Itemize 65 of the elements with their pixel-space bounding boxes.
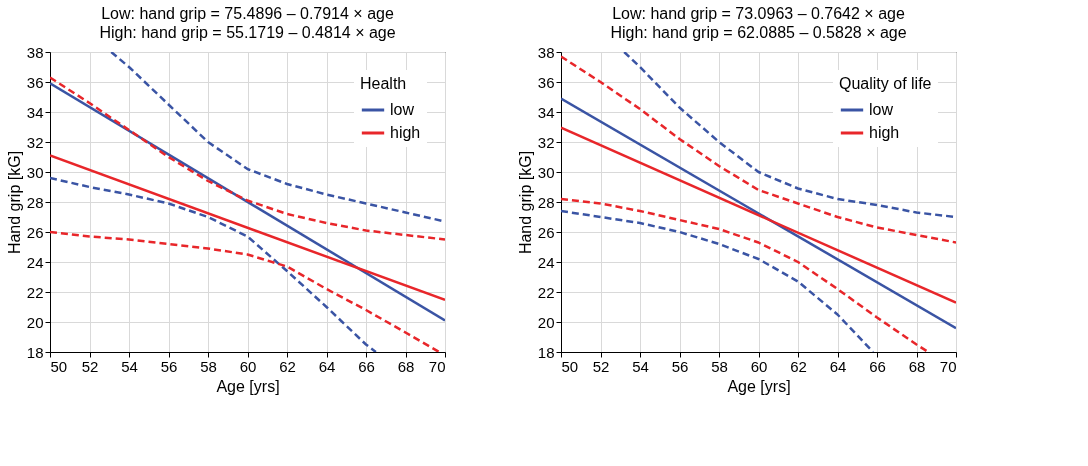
legend-label: low [390, 101, 415, 118]
x-tick-label: 54 [121, 357, 138, 375]
y-tick-label: 28 [537, 193, 555, 211]
y-tick-label: 26 [537, 223, 555, 241]
y-tick-label: 36 [537, 73, 555, 91]
legend-title: Health [360, 75, 407, 92]
legend-title: Quality of life [839, 75, 932, 92]
x-tick-label: 58 [711, 357, 728, 375]
y-tick-label: 22 [26, 283, 44, 301]
line-series [561, 209, 875, 352]
x-tick-label: 64 [318, 357, 336, 375]
x-tick-label: 66 [869, 357, 886, 375]
legend-label: high [390, 124, 421, 141]
x-tick-label: 70 [939, 357, 957, 375]
y-tick-label: 22 [537, 283, 555, 301]
y-axis-title: Hand grip [kG] [516, 150, 534, 255]
chart-subtitle: High: hand grip = 55.1719 – 0.4814 × age [99, 24, 396, 41]
x-axis-title: Age [yrs] [216, 377, 280, 395]
line-series [50, 176, 378, 352]
y-axis-title: Hand grip [kG] [5, 150, 23, 255]
y-tick-label: 26 [26, 223, 44, 241]
legend-label: high [869, 124, 900, 141]
line-series [109, 52, 445, 223]
x-tick-label: 60 [750, 357, 768, 375]
y-tick-label: 36 [26, 73, 44, 91]
y-tick-label: 38 [537, 43, 555, 61]
x-tick-label: 56 [671, 357, 689, 375]
x-tick-label: 50 [50, 357, 68, 375]
x-tick-label: 52 [592, 357, 610, 375]
y-tick-label: 20 [26, 313, 44, 331]
y-tick-label: 24 [26, 253, 44, 271]
y-tick-label: 30 [26, 163, 44, 181]
x-tick-label: 60 [239, 357, 257, 375]
y-tick-label: 30 [537, 163, 555, 181]
legend-label: low [869, 101, 894, 118]
y-tick-label: 18 [26, 343, 44, 361]
y-tick-label: 34 [26, 103, 44, 121]
chart-title: Low: hand grip = 75.4896 – 0.7914 × age [101, 5, 394, 22]
x-tick-label: 62 [279, 357, 296, 375]
y-tick-label: 38 [26, 43, 44, 61]
y-tick-label: 20 [537, 313, 555, 331]
y-tick-label: 32 [26, 133, 44, 151]
x-tick-label: 66 [358, 357, 375, 375]
x-tick-label: 58 [200, 357, 217, 375]
x-tick-label: 52 [81, 357, 99, 375]
line-series [50, 230, 441, 352]
x-tick-label: 64 [829, 357, 847, 375]
line-series [50, 76, 445, 241]
x-tick-label: 62 [790, 357, 807, 375]
y-tick-label: 18 [537, 343, 555, 361]
y-tick-label: 34 [537, 103, 555, 121]
y-tick-label: 32 [537, 133, 555, 151]
y-tick-label: 28 [26, 193, 44, 211]
chart-subtitle: High: hand grip = 62.0885 – 0.5828 × age [610, 24, 907, 41]
line-series [561, 197, 930, 352]
x-tick-label: 68 [908, 357, 926, 375]
y-tick-label: 24 [537, 253, 555, 271]
x-tick-label: 50 [561, 357, 579, 375]
chart-title: Low: hand grip = 73.0963 – 0.7642 × age [612, 5, 905, 22]
x-axis-title: Age [yrs] [727, 377, 791, 395]
x-tick-label: 68 [397, 357, 415, 375]
x-tick-label: 70 [428, 357, 446, 375]
x-tick-label: 56 [160, 357, 178, 375]
x-tick-label: 54 [632, 357, 649, 375]
line-series [622, 52, 956, 219]
